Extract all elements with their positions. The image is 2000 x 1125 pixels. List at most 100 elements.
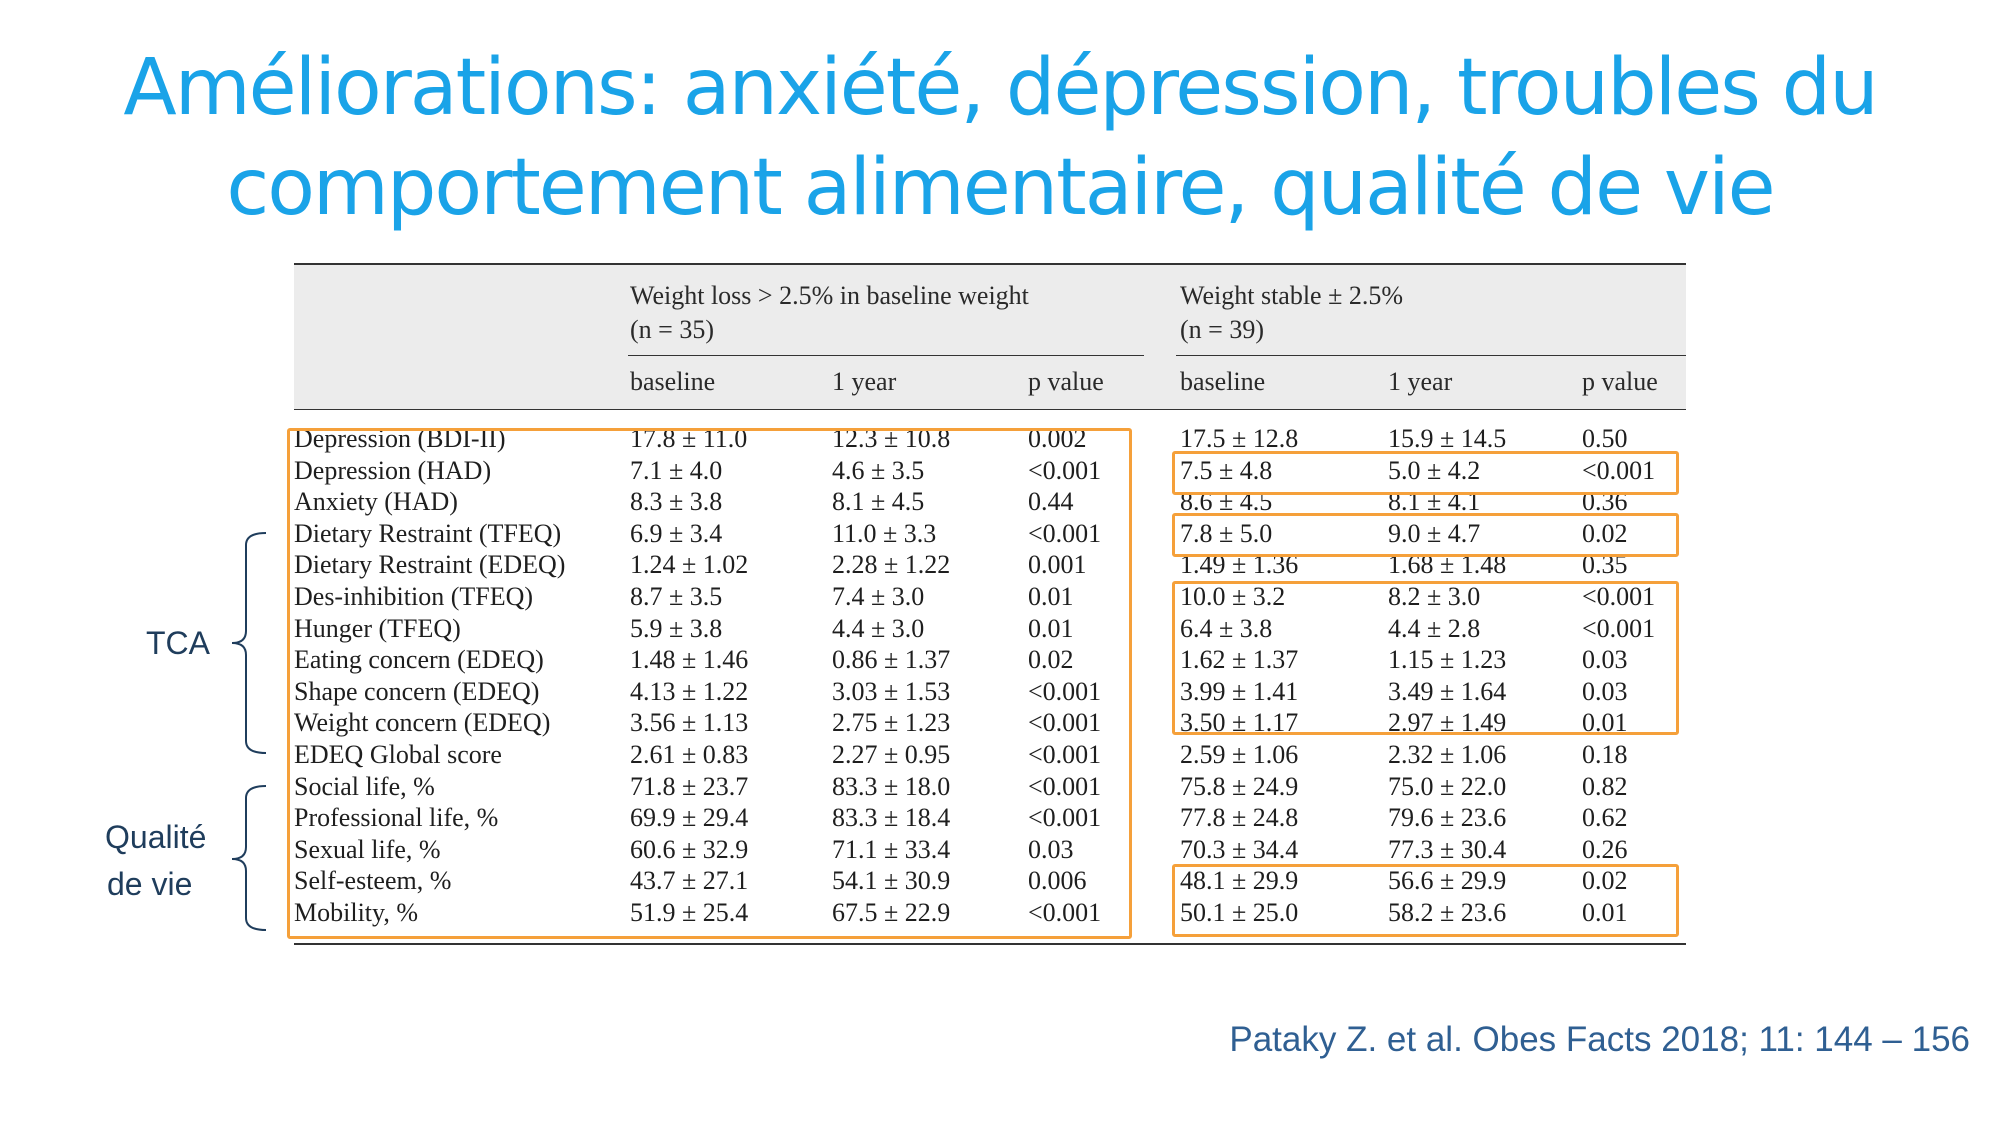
row-label: Shape concern (EDEQ) (294, 676, 540, 706)
cell-wl-baseline: 8.3 ± 3.8 (630, 487, 723, 517)
row-label: Social life, % (294, 771, 435, 801)
cell-wl-1year: 7.4 ± 3.0 (832, 582, 925, 611)
cell-wl-pvalue: <0.001 (1028, 455, 1102, 485)
cell-wl-pvalue: <0.001 (1028, 518, 1102, 548)
cell-ws-pvalue: 0.01 (1582, 898, 1628, 927)
title-line-2: comportement alimentaire, qualité de vie (226, 143, 1775, 233)
cell-ws-baseline: 10.0 ± 3.2 (1180, 582, 1286, 611)
cell-ws-1year: 77.3 ± 30.4 (1388, 834, 1507, 864)
cell-ws-1year: 15.9 ± 14.5 (1388, 424, 1507, 453)
group2-header-line2: (n = 39) (1180, 315, 1264, 344)
tca-label: TCA (146, 625, 210, 661)
highlight-box-eating-behaviour (1172, 581, 1679, 735)
cell-wl-pvalue: <0.001 (1028, 803, 1102, 833)
slide-title: Améliorations: anxiété, dépression, trou… (0, 38, 2000, 238)
cell-ws-1year: 4.4 ± 2.8 (1388, 613, 1481, 643)
cell-ws-1year: 5.0 ± 4.2 (1388, 455, 1481, 485)
cell-wl-1year: 4.6 ± 3.5 (832, 455, 925, 485)
cell-wl-pvalue: <0.001 (1028, 708, 1102, 738)
row-label: Dietary Restraint (TFEQ) (294, 518, 562, 548)
group2-underline (1176, 355, 1686, 356)
row-label: Professional life, % (294, 803, 499, 833)
row-label: Anxiety (HAD) (294, 487, 458, 517)
citation: Pataky Z. et al. Obes Facts 2018; 11: 14… (1229, 1020, 1970, 1059)
group1-header-line2: (n = 35) (630, 315, 714, 344)
row-label: Mobility, % (294, 898, 418, 927)
cell-ws-1year: 3.49 ± 1.64 (1388, 676, 1507, 706)
cell-wl-1year: 67.5 ± 22.9 (832, 898, 951, 927)
cell-wl-baseline: 4.13 ± 1.22 (630, 676, 749, 706)
cell-ws-baseline: 17.5 ± 12.8 (1180, 424, 1299, 453)
cell-wl-1year: 11.0 ± 3.3 (832, 518, 937, 548)
cell-ws-pvalue: <0.001 (1582, 582, 1656, 611)
cell-ws-baseline: 77.8 ± 24.8 (1180, 803, 1299, 833)
cell-wl-pvalue: <0.001 (1028, 676, 1102, 706)
cell-ws-pvalue: 0.02 (1582, 866, 1628, 896)
row-label: Self-esteem, % (294, 866, 452, 896)
cell-ws-baseline: 6.4 ± 3.8 (1180, 613, 1273, 643)
cell-wl-baseline: 1.48 ± 1.46 (630, 645, 749, 675)
row-label: Hunger (TFEQ) (294, 613, 461, 643)
cell-ws-1year: 56.6 ± 29.9 (1388, 866, 1507, 896)
cell-ws-baseline: 75.8 ± 24.9 (1180, 771, 1299, 801)
cell-wl-1year: 83.3 ± 18.0 (832, 771, 951, 801)
column-header-ws-1year: 1 year (1388, 367, 1453, 396)
cell-wl-pvalue: 0.01 (1028, 613, 1074, 643)
header-bottom-rule (294, 409, 1686, 410)
row-label: Dietary Restraint (EDEQ) (294, 550, 566, 580)
cell-wl-baseline: 5.9 ± 3.8 (630, 613, 723, 643)
cell-ws-1year: 79.6 ± 23.6 (1388, 803, 1507, 833)
cell-wl-1year: 54.1 ± 30.9 (832, 866, 951, 896)
cell-ws-pvalue: <0.001 (1582, 613, 1656, 643)
cell-wl-1year: 2.75 ± 1.23 (832, 708, 951, 738)
cell-ws-1year: 58.2 ± 23.6 (1388, 898, 1507, 927)
cell-ws-pvalue: 0.18 (1582, 740, 1628, 769)
cell-wl-baseline: 6.9 ± 3.4 (630, 518, 723, 548)
qol-label-line1: Qualité (105, 819, 207, 855)
cell-ws-pvalue: 0.03 (1582, 676, 1628, 706)
cell-ws-1year: 75.0 ± 22.0 (1388, 771, 1507, 801)
group1-underline (628, 355, 1144, 356)
cell-wl-pvalue: 0.02 (1028, 645, 1074, 675)
cell-wl-pvalue: 0.03 (1028, 834, 1074, 864)
cell-ws-baseline: 1.62 ± 1.37 (1180, 645, 1299, 675)
cell-ws-pvalue: 0.62 (1582, 803, 1628, 833)
cell-ws-baseline: 3.99 ± 1.41 (1180, 676, 1299, 706)
cell-ws-1year: 8.2 ± 3.0 (1388, 582, 1481, 611)
highlight-box-weight-loss-group (287, 428, 1132, 939)
qol-brace (231, 785, 267, 931)
cell-wl-baseline: 69.9 ± 29.4 (630, 803, 749, 833)
cell-ws-pvalue: 0.50 (1582, 424, 1628, 453)
column-header-wl-1year: 1 year (832, 367, 897, 396)
cell-ws-baseline: 48.1 ± 29.9 (1180, 866, 1299, 896)
row-label: Eating concern (EDEQ) (294, 645, 544, 675)
row-label: Weight concern (EDEQ) (294, 708, 551, 738)
cell-ws-baseline: 70.3 ± 34.4 (1180, 834, 1299, 864)
tca-brace (231, 532, 267, 754)
cell-wl-1year: 83.3 ± 18.4 (832, 803, 951, 833)
table-top-rule (294, 263, 1686, 265)
cell-wl-1year: 2.27 ± 0.95 (832, 740, 951, 769)
cell-wl-1year: 3.03 ± 1.53 (832, 676, 951, 706)
column-header-wl-pvalue: p value (1028, 367, 1104, 396)
cell-wl-1year: 8.1 ± 4.5 (832, 487, 925, 517)
cell-wl-baseline: 43.7 ± 27.1 (630, 866, 749, 896)
cell-wl-baseline: 51.9 ± 25.4 (630, 898, 749, 927)
cell-ws-baseline: 2.59 ± 1.06 (1180, 740, 1299, 769)
cell-ws-1year: 9.0 ± 4.7 (1388, 518, 1481, 548)
cell-wl-pvalue: <0.001 (1028, 740, 1102, 769)
cell-ws-1year: 2.32 ± 1.06 (1388, 740, 1507, 769)
cell-wl-pvalue: <0.001 (1028, 771, 1102, 801)
cell-wl-1year: 71.1 ± 33.4 (832, 834, 951, 864)
cell-wl-1year: 0.86 ± 1.37 (832, 645, 951, 675)
cell-wl-1year: 4.4 ± 3.0 (832, 613, 925, 643)
row-label: Depression (HAD) (294, 455, 492, 485)
column-header-ws-pvalue: p value (1582, 367, 1658, 396)
row-label: Des-inhibition (TFEQ) (294, 582, 534, 611)
cell-ws-pvalue: 0.02 (1582, 518, 1628, 548)
cell-wl-pvalue: 0.006 (1028, 866, 1087, 896)
cell-wl-1year: 2.28 ± 1.22 (832, 550, 951, 580)
cell-ws-pvalue: 0.03 (1582, 645, 1628, 675)
